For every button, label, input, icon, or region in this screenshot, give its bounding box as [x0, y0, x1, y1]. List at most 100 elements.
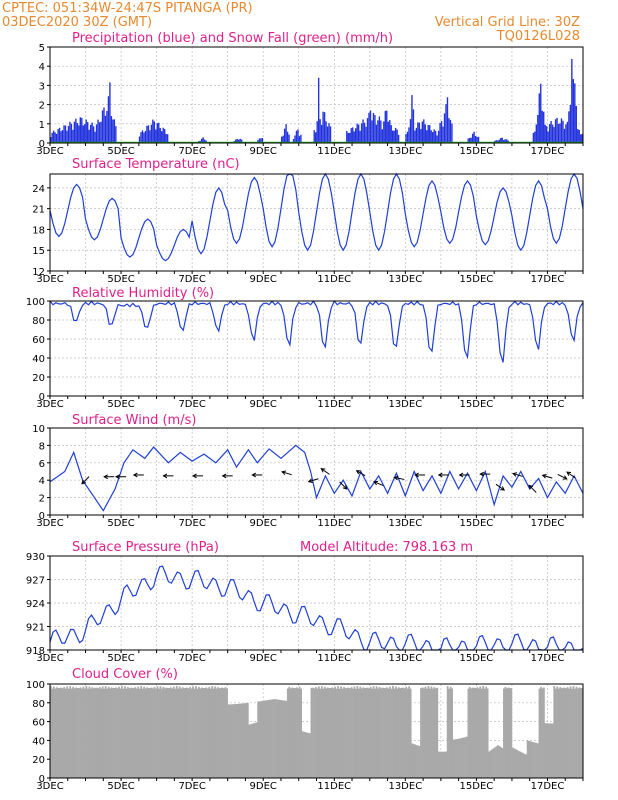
precip-bar: [449, 119, 452, 143]
precip-bar: [389, 120, 391, 143]
wind-arrow: [355, 470, 366, 477]
cloud-bar: [279, 699, 282, 778]
cloud-bar: [223, 688, 226, 778]
precip-bar: [378, 116, 381, 143]
x-tick-label: 5DEC: [107, 781, 134, 792]
cloud-bar: [233, 704, 236, 778]
cloud-bar: [400, 687, 403, 778]
cloud-bar: [563, 687, 566, 778]
precip-bar: [497, 140, 499, 143]
y-tick-label: 924: [26, 599, 45, 610]
precip-bar: [565, 124, 567, 143]
precip-bar: [69, 121, 71, 143]
cloud-bar: [369, 686, 372, 778]
cloud-bar: [181, 687, 184, 778]
cloud-bar: [66, 686, 69, 778]
cloud-bar: [278, 699, 280, 778]
cloud-bar: [313, 688, 316, 778]
cloud-bar: [149, 687, 151, 778]
precip-bar: [500, 137, 502, 143]
cloud-bar: [365, 687, 368, 778]
y-tick-label: 40: [32, 736, 45, 747]
precip-bar: [357, 124, 360, 143]
cloud-bar: [126, 687, 129, 778]
precip-bar: [89, 124, 92, 143]
precip-bar: [54, 132, 56, 143]
cloud-bar: [421, 687, 424, 778]
cloud-bar: [353, 686, 356, 778]
cloud-bar: [307, 732, 310, 778]
cloud-bar: [520, 752, 523, 778]
y-tick-label: 60: [32, 718, 45, 729]
cloud-bar: [193, 688, 196, 778]
cloud-bar: [544, 723, 547, 778]
precip-bar: [87, 122, 89, 143]
precip-bar: [547, 131, 549, 143]
precip-bar: [349, 132, 351, 143]
precip-bar: [97, 119, 99, 143]
cloud-bar: [492, 748, 495, 778]
panel-frame: [49, 427, 584, 516]
cloud-bar: [357, 688, 360, 778]
x-tick-label: 17DEC: [531, 518, 565, 529]
precip-bar: [446, 97, 449, 143]
cloud-bar: [568, 688, 570, 778]
precip-bar: [538, 93, 540, 143]
precip-bar: [560, 118, 563, 143]
cloud-bar: [374, 688, 377, 778]
wind-arrow: [458, 472, 470, 478]
cloud-bar: [203, 688, 206, 778]
precip-bar: [50, 137, 52, 143]
precip-bar: [141, 130, 144, 143]
cloud-bar: [263, 700, 265, 778]
cloud-bar: [206, 688, 209, 778]
cloud-bar: [69, 686, 72, 778]
cloud-bar: [91, 687, 94, 778]
cloud-bar: [134, 687, 137, 778]
wind-arrow: [103, 474, 115, 480]
cloud-bar: [285, 700, 288, 778]
cloud-bar: [82, 686, 85, 778]
precip-bar: [543, 111, 545, 143]
precip-bar: [503, 140, 505, 143]
precip-bar: [566, 121, 569, 143]
cloud-bar: [411, 743, 414, 778]
cloud-bar: [553, 686, 556, 778]
precip-bar: [95, 124, 98, 143]
y-tick-label: 2: [39, 101, 45, 112]
precip-bar: [104, 115, 107, 143]
precip-bar: [352, 127, 354, 143]
cloud-bar: [517, 750, 520, 778]
cloud-bar: [317, 686, 320, 778]
cloud-bar: [103, 688, 106, 778]
y-tick-label: 0: [39, 511, 45, 522]
cloud-bar: [550, 723, 553, 778]
y-tick-label: 21: [32, 205, 45, 216]
cloud-bar: [266, 700, 268, 778]
precip-bar: [239, 138, 241, 143]
cloud-bar: [131, 687, 134, 778]
precipitation-panel: Precipitation (blue) and Snow Fall (gree…: [36, 31, 584, 157]
precip-bar: [580, 134, 582, 143]
cloud-bar: [384, 688, 387, 778]
cloud-bar: [291, 687, 294, 778]
precip-bar: [350, 128, 352, 143]
precip-bar: [553, 127, 555, 143]
precip-bar: [94, 131, 96, 143]
precip-bar: [433, 129, 435, 143]
precip-bar: [392, 130, 394, 143]
x-tick-label: 15DEC: [460, 653, 494, 664]
cloud-bar: [298, 686, 301, 778]
cloud-bar: [323, 686, 326, 778]
cloud-bar: [535, 742, 538, 778]
cloud-bar: [322, 688, 325, 778]
cloud-bar: [540, 686, 542, 778]
cloud-bar: [326, 687, 329, 778]
wind-arrow: [495, 483, 506, 491]
y-tick-label: 24: [32, 184, 45, 195]
cloud-bar: [152, 688, 154, 778]
precip-bar: [368, 112, 370, 143]
precip-bar: [571, 59, 573, 144]
cloud-bar: [346, 687, 348, 778]
cloud-bar: [104, 686, 107, 778]
